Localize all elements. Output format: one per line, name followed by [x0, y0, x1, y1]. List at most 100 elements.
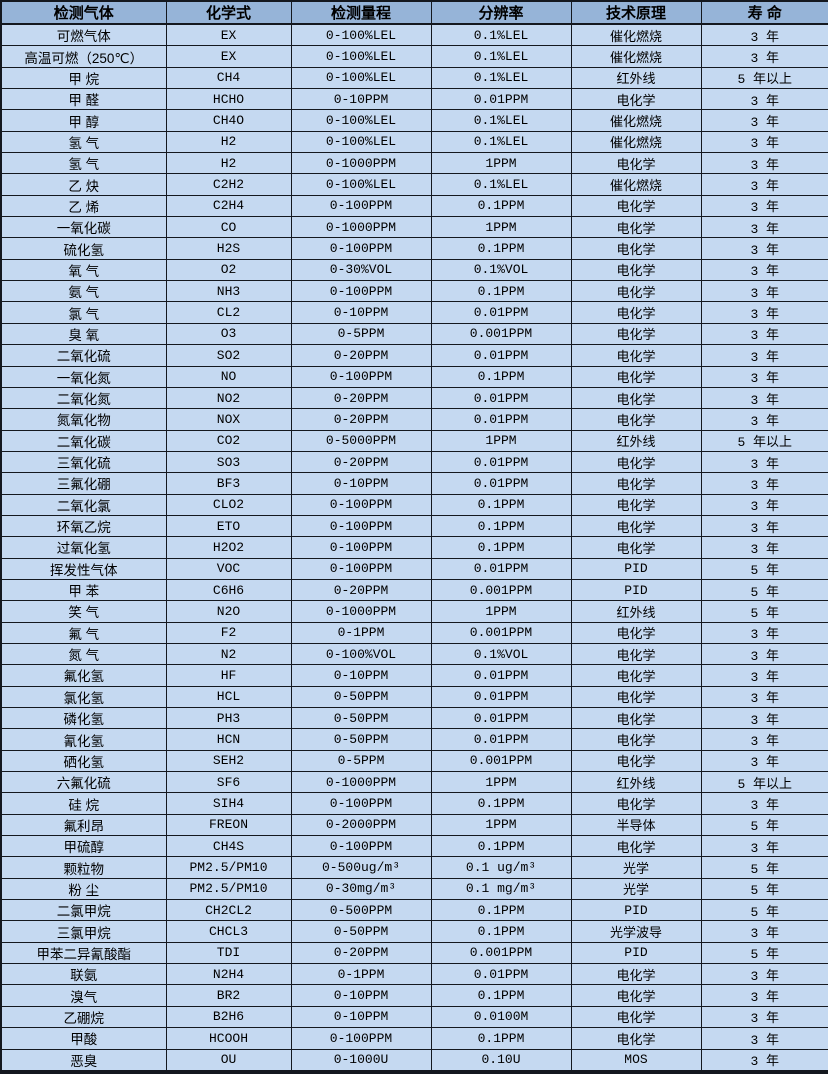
cell-resolution: 1PPM — [430, 429, 572, 452]
cell-principle: 电化学 — [570, 258, 702, 282]
cell-gas-name: 联氨 — [0, 963, 167, 986]
cell-range: 0-20PPM — [290, 578, 432, 602]
cell-principle: 电化学 — [570, 621, 702, 644]
table-row: 甲 烷 CH4 0-100%LEL 0.1%LEL 红外线 5 年以上 — [0, 66, 828, 90]
cell-formula: BF3 — [165, 472, 292, 495]
cell-range: 0-5000PPM — [290, 429, 432, 452]
cell-formula: C2H4 — [165, 194, 292, 218]
table-row: 二氯甲烷 CH2CL2 0-500PPM 0.1PPM PID 5 年 — [0, 899, 828, 922]
cell-gas-name: 氯 气 — [0, 301, 167, 324]
table-row: 磷化氢 PH3 0-50PPM 0.01PPM 电化学 3 年 — [0, 706, 828, 730]
cell-principle: 电化学 — [570, 728, 702, 751]
cell-lifespan: 3 年 — [700, 536, 828, 559]
table-row: 一氧化碳 CO 0-1000PPM 1PPM 电化学 3 年 — [0, 216, 828, 239]
cell-resolution: 1PPM — [430, 152, 572, 175]
col-header-range: 检测量程 — [290, 0, 432, 25]
cell-principle: 红外线 — [570, 600, 702, 623]
cell-formula: FREON — [165, 813, 292, 837]
cell-principle: 催化燃烧 — [570, 130, 702, 154]
table-row: 氨 气 NH3 0-100PPM 0.1PPM 电化学 3 年 — [0, 280, 828, 303]
cell-gas-name: 三氧化硫 — [0, 450, 167, 474]
cell-gas-name: 氟 气 — [0, 621, 167, 644]
cell-lifespan: 5 年 — [700, 600, 828, 623]
cell-gas-name: 甲 烷 — [0, 66, 167, 90]
cell-range: 0-100%LEL — [290, 109, 432, 132]
cell-gas-name: 甲酸 — [0, 1027, 167, 1050]
table-row: 三氧化硫 SO3 0-20PPM 0.01PPM 电化学 3 年 — [0, 450, 828, 474]
cell-formula: NO2 — [165, 386, 292, 410]
table-row: 粉 尘 PM2.5/PM10 0-30mg/m³ 0.1 mg/m³ 光学 5 年 — [0, 877, 828, 901]
cell-range: 0-100PPM — [290, 365, 432, 388]
cell-lifespan: 3 年 — [700, 194, 828, 218]
col-header-lifespan: 寿 命 — [700, 0, 828, 25]
cell-formula: H2 — [165, 130, 292, 154]
cell-principle: 电化学 — [570, 88, 702, 111]
cell-range: 0-1PPM — [290, 963, 432, 986]
cell-gas-name: 氮 气 — [0, 642, 167, 666]
cell-principle: 电化学 — [570, 237, 702, 260]
table-body: 可燃气体 EX 0-100%LEL 0.1%LEL 催化燃烧 3 年高温可燃（250℃） E… — [0, 23, 828, 1073]
cell-lifespan: 5 年 — [700, 813, 828, 837]
cell-formula: HCHO — [165, 88, 292, 111]
cell-resolution: 0.01PPM — [430, 386, 572, 410]
cell-range: 0-30%VOL — [290, 258, 432, 282]
table-row: 臭 氧 O3 0-5PPM 0.001PPM 电化学 3 年 — [0, 322, 828, 346]
cell-gas-name: 二氧化氯 — [0, 493, 167, 516]
cell-lifespan: 3 年 — [700, 728, 828, 751]
cell-formula: SEH2 — [165, 749, 292, 773]
cell-lifespan: 3 年 — [700, 450, 828, 474]
cell-formula: CH4 — [165, 66, 292, 90]
cell-gas-name: 环氧乙烷 — [0, 514, 167, 538]
table-row: 氯 气 CL2 0-10PPM 0.01PPM 电化学 3 年 — [0, 301, 828, 324]
table-row: 甲 苯 C6H6 0-20PPM 0.001PPM PID 5 年 — [0, 578, 828, 602]
cell-formula: NO — [165, 365, 292, 388]
cell-gas-name: 挥发性气体 — [0, 557, 167, 580]
cell-lifespan: 3 年 — [700, 1048, 828, 1073]
cell-gas-name: 氰化氢 — [0, 728, 167, 751]
cell-formula: CO2 — [165, 429, 292, 452]
table-row: 氟 气 F2 0-1PPM 0.001PPM 电化学 3 年 — [0, 621, 828, 644]
table-row: 二氧化碳 CO2 0-5000PPM 1PPM 红外线 5 年以上 — [0, 429, 828, 452]
cell-lifespan: 3 年 — [700, 1005, 828, 1029]
cell-resolution: 0.001PPM — [430, 941, 572, 965]
cell-resolution: 0.001PPM — [430, 749, 572, 773]
cell-principle: 电化学 — [570, 642, 702, 666]
cell-lifespan: 3 年 — [700, 344, 828, 367]
cell-gas-name: 氧 气 — [0, 258, 167, 282]
cell-gas-name: 甲 醇 — [0, 109, 167, 132]
cell-formula: NOX — [165, 408, 292, 431]
cell-lifespan: 3 年 — [700, 835, 828, 858]
cell-lifespan: 3 年 — [700, 749, 828, 773]
cell-lifespan: 3 年 — [700, 301, 828, 324]
cell-range: 0-100PPM — [290, 557, 432, 580]
table-row: 恶臭 OU 0-1000U 0.10U MOS 3 年 — [0, 1048, 828, 1073]
cell-formula: SIH4 — [165, 792, 292, 815]
cell-lifespan: 5 年 — [700, 877, 828, 901]
table-row: 甲苯二异氰酸酯 TDI 0-20PPM 0.001PPM PID 5 年 — [0, 941, 828, 965]
cell-principle: 电化学 — [570, 514, 702, 538]
table-row: 氰化氢 HCN 0-50PPM 0.01PPM 电化学 3 年 — [0, 728, 828, 751]
cell-lifespan: 5 年以上 — [700, 429, 828, 452]
table-row: 甲硫醇 CH4S 0-100PPM 0.1PPM 电化学 3 年 — [0, 835, 828, 858]
cell-resolution: 0.1%LEL — [430, 45, 572, 68]
table-row: 乙 炔 C2H2 0-100%LEL 0.1%LEL 催化燃烧 3 年 — [0, 173, 828, 196]
col-header-gas-name: 检测气体 — [0, 0, 167, 25]
table-row: 二氧化氯 CLO2 0-100PPM 0.1PPM 电化学 3 年 — [0, 493, 828, 516]
table-row: 氯化氢 HCL 0-50PPM 0.01PPM 电化学 3 年 — [0, 685, 828, 709]
cell-formula: C6H6 — [165, 578, 292, 602]
cell-formula: HCOOH — [165, 1027, 292, 1050]
cell-principle: PID — [570, 578, 702, 602]
cell-principle: 电化学 — [570, 472, 702, 495]
cell-resolution: 0.01PPM — [430, 450, 572, 474]
cell-lifespan: 5 年 — [700, 899, 828, 922]
cell-resolution: 0.1PPM — [430, 920, 572, 943]
cell-gas-name: 乙 烯 — [0, 194, 167, 218]
table-row: 联氨 N2H4 0-1PPM 0.01PPM 电化学 3 年 — [0, 963, 828, 986]
cell-formula: N2H4 — [165, 963, 292, 986]
cell-range: 0-10PPM — [290, 664, 432, 687]
cell-resolution: 0.01PPM — [430, 344, 572, 367]
cell-principle: 光学 — [570, 877, 702, 901]
cell-range: 0-10PPM — [290, 1005, 432, 1029]
col-header-resolution: 分辨率 — [430, 0, 572, 25]
cell-range: 0-20PPM — [290, 408, 432, 431]
